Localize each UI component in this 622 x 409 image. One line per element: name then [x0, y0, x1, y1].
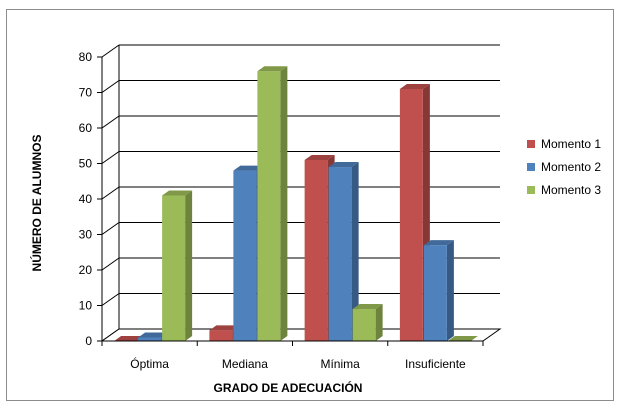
bar-top: [423, 240, 454, 246]
x-axis-label: GRADO DE ADECUACIÓN: [214, 380, 363, 395]
legend: Momento 1 Momento 2 Momento 3: [527, 137, 601, 197]
wall-gridline-70: [101, 80, 120, 93]
x-tick-label-minima: Mínima: [320, 357, 360, 371]
bar-front: [209, 330, 233, 341]
bar-side: [375, 304, 383, 341]
wall-gridline-40: [101, 186, 120, 200]
legend-swatch-momento-3: [527, 186, 535, 194]
legend-label-momento-1: Momento 1: [541, 137, 601, 151]
bar-side: [280, 66, 288, 341]
bar-front: [352, 309, 376, 341]
wall-gridline-50: [101, 151, 120, 164]
bar-top: [138, 332, 169, 338]
bar-momento-3-mediana: [257, 66, 288, 341]
axes: [97, 56, 484, 346]
bar-top: [304, 154, 335, 160]
bar-front: [257, 71, 281, 341]
x-tick-label-insuficiente: Insuficiente: [405, 357, 466, 371]
bar-front: [399, 88, 423, 341]
y-tick-label-0: 0: [85, 334, 92, 348]
bar-top: [209, 325, 240, 331]
bar-top: [352, 304, 383, 310]
bar-momento-2-insuficiente: [423, 240, 454, 341]
y-tick-label-20: 20: [79, 263, 93, 277]
wall-gridline-20: [101, 257, 120, 271]
bar-momento-3-minima: [352, 304, 383, 341]
bar-top: [114, 336, 145, 341]
wall-gridline-80: [101, 44, 120, 58]
bar-front: [304, 159, 328, 341]
y-tick-label-60: 60: [79, 121, 93, 135]
bar-front: [423, 245, 447, 341]
bar-top: [399, 83, 430, 89]
y-axis-label: NÚMERO DE ALUMNOS: [29, 135, 44, 272]
wall-gridline-10: [101, 293, 120, 306]
bar-top: [257, 66, 288, 72]
wall-gridline-30: [101, 222, 120, 235]
bar-front: [233, 170, 257, 341]
bar-side: [351, 162, 359, 341]
y-tick-label-30: 30: [79, 228, 93, 242]
bar-top: [447, 336, 478, 341]
bar-top: [328, 162, 359, 168]
bar-front: [162, 195, 186, 341]
wall-gridline-60: [101, 115, 120, 129]
tick-labels: 0 10 20 30 40 50 60 70 80 Óptima Mediana Mínima Insu…: [79, 50, 466, 371]
bar-side: [185, 190, 193, 341]
bar-side: [446, 240, 454, 341]
bar-momento-3-optima: [162, 190, 193, 341]
bar-top: [233, 165, 264, 171]
y-tick-label-10: 10: [79, 299, 93, 313]
legend-label-momento-3: Momento 3: [541, 183, 601, 197]
y-tick-label-80: 80: [79, 50, 93, 64]
bar-top: [162, 190, 193, 196]
bar-momento-2-minima: [328, 162, 359, 341]
bar-front: [328, 167, 352, 341]
y-tick-label-50: 50: [79, 157, 93, 171]
y-tick-label-40: 40: [79, 192, 93, 206]
x-tick-label-optima: Óptima: [130, 356, 169, 371]
legend-swatch-momento-1: [527, 140, 535, 148]
bars: [114, 66, 478, 342]
x-tick-label-mediana: Mediana: [222, 357, 268, 371]
bar-front: [138, 337, 162, 341]
legend-label-momento-2: Momento 2: [541, 160, 601, 174]
legend-swatch-momento-2: [527, 163, 535, 171]
y-tick-label-70: 70: [79, 86, 93, 100]
